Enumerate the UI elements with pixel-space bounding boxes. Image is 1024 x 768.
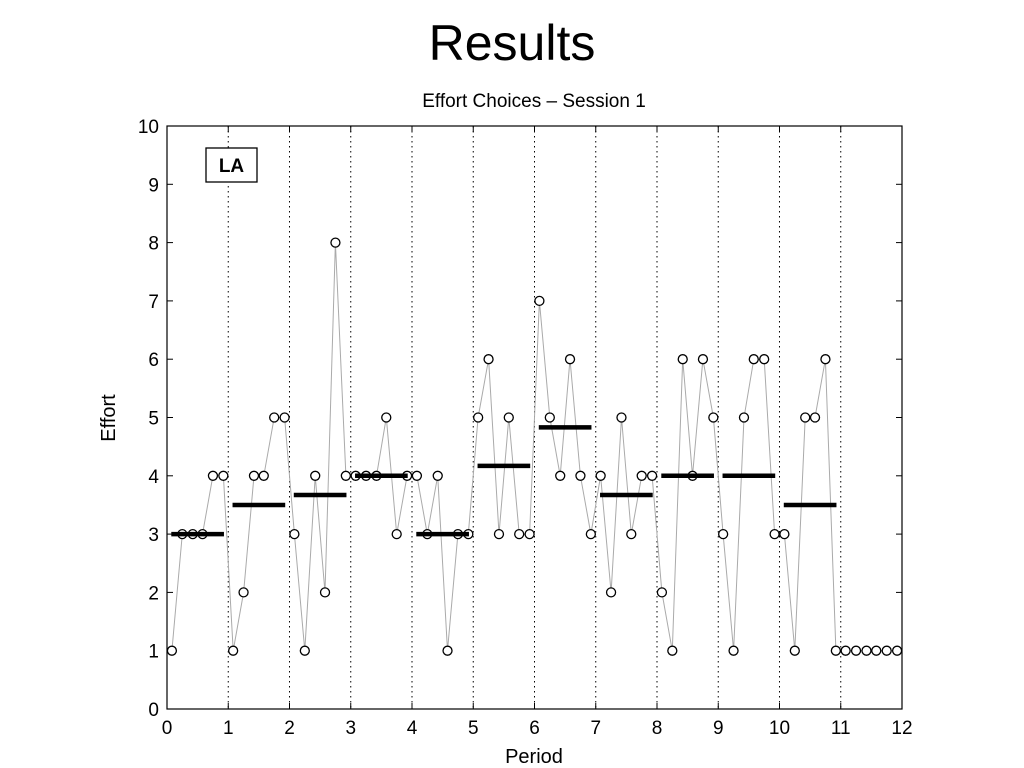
effort-point [319, 587, 331, 598]
x-tick-label: 6 [529, 718, 540, 739]
effort-point [483, 354, 494, 365]
effort-point [830, 645, 841, 656]
y-axis-label: Effort [98, 394, 120, 442]
effort-point [534, 295, 545, 307]
effort-point [258, 470, 269, 481]
effort-point [708, 412, 719, 423]
effort-point [759, 354, 770, 365]
x-tick-label: 11 [831, 718, 851, 739]
effort-point [820, 354, 831, 365]
effort-point [330, 237, 341, 248]
effort-point [166, 645, 178, 656]
effort-point [472, 412, 484, 423]
effort-point [748, 354, 759, 365]
effort-point [514, 528, 525, 540]
x-tick-label: 9 [713, 718, 724, 739]
effort-point [289, 528, 300, 540]
effort-point [728, 645, 739, 656]
effort-point [871, 645, 882, 656]
y-tick-label: 1 [148, 642, 159, 663]
effort-point [605, 587, 617, 598]
y-tick-label: 9 [148, 175, 159, 196]
effort-point [779, 528, 790, 540]
x-tick-label: 8 [652, 718, 663, 739]
effort-point [248, 470, 260, 481]
chart-title: Effort Choices – Session 1 [422, 91, 646, 112]
x-tick-label: 0 [162, 718, 173, 739]
effort-point [411, 470, 423, 481]
annotation-box [205, 147, 258, 183]
effort-point [564, 354, 576, 365]
effort-point [891, 645, 903, 656]
effort-point [381, 412, 392, 423]
effort-point [493, 528, 505, 540]
annotation-label: LA [219, 156, 245, 177]
effort-point [442, 645, 453, 656]
effort-point [218, 470, 229, 481]
effort-point [861, 645, 872, 656]
effort-point [667, 645, 678, 656]
effort-point [769, 528, 780, 540]
effort-point [646, 470, 658, 481]
x-tick-label: 2 [284, 718, 295, 739]
effort-point [544, 412, 555, 423]
effort-point [677, 354, 688, 365]
effort-point [310, 470, 321, 481]
effort-point [340, 470, 352, 481]
effort-point [575, 470, 586, 481]
effort-point [279, 412, 290, 423]
y-tick-label: 8 [148, 234, 159, 255]
effort-point [809, 412, 821, 423]
effort-point [207, 470, 219, 481]
effort-point [595, 470, 606, 481]
effort-point [840, 645, 851, 656]
effort-point [269, 412, 280, 423]
slide-title: Results [428, 15, 596, 71]
effort-point [626, 528, 637, 540]
y-tick-label: 5 [148, 409, 159, 430]
effort-point [238, 587, 249, 598]
effort-point [697, 354, 709, 365]
x-tick-label: 5 [468, 718, 479, 739]
effort-point [299, 645, 310, 656]
effort-point [636, 470, 647, 481]
effort-point [503, 412, 514, 423]
effort-point [656, 587, 668, 598]
effort-point [789, 645, 800, 656]
effort-point [738, 412, 750, 423]
y-tick-label: 2 [148, 583, 159, 604]
y-tick-label: 0 [148, 700, 159, 721]
y-tick-label: 3 [148, 525, 159, 546]
x-tick-label: 3 [345, 718, 356, 739]
effort-point [881, 645, 892, 656]
effort-point [227, 645, 239, 656]
y-tick-label: 10 [138, 117, 159, 138]
y-tick-label: 6 [148, 350, 159, 371]
effort-point [800, 412, 811, 423]
effort-point [524, 528, 535, 540]
effort-point [718, 528, 729, 540]
x-tick-label: 12 [891, 718, 912, 739]
effort-point [555, 470, 566, 481]
x-tick-label: 10 [769, 718, 790, 739]
y-tick-label: 7 [148, 292, 159, 313]
effort-point [432, 470, 443, 481]
x-axis-label: Period [505, 746, 563, 768]
x-tick-label: 1 [223, 718, 234, 739]
effort-point [850, 645, 862, 656]
y-tick-label: 4 [148, 467, 159, 488]
effort-point [616, 412, 627, 423]
effort-point [585, 528, 596, 540]
x-tick-label: 4 [407, 718, 418, 739]
x-tick-label: 7 [590, 718, 601, 739]
effort-point [391, 528, 402, 540]
